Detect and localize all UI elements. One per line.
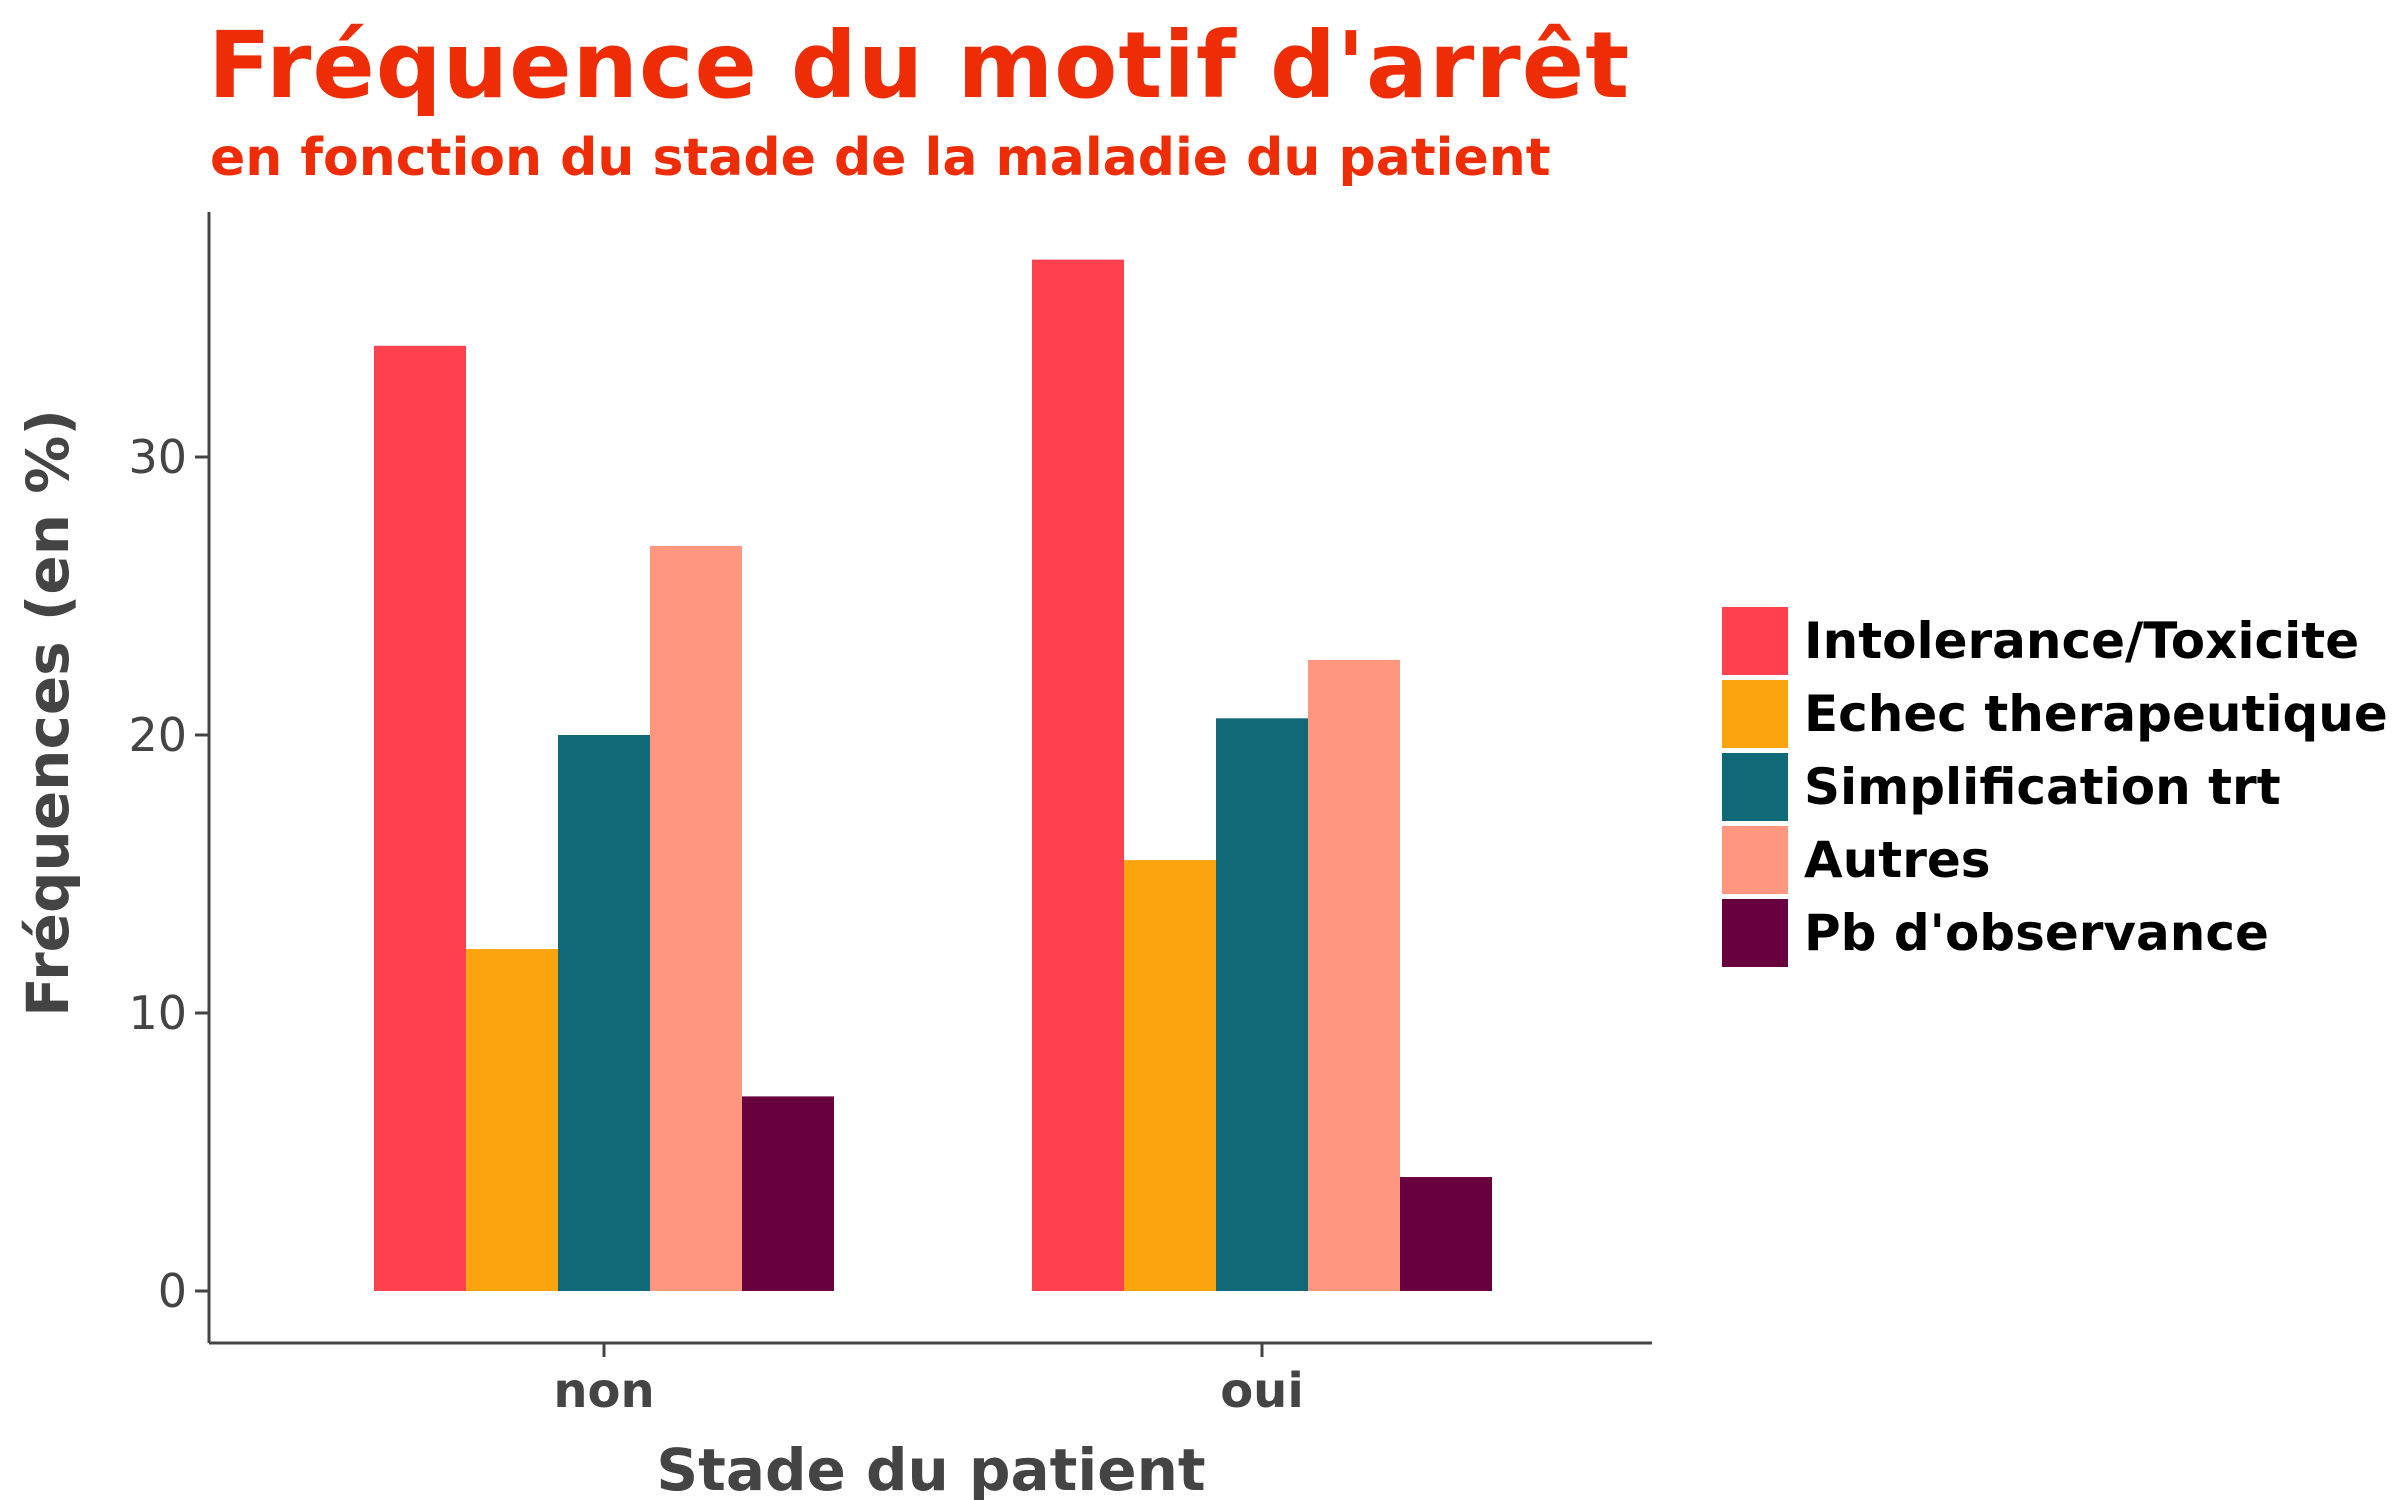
y-tick-label: 20 [128, 708, 187, 762]
legend-swatch [1722, 679, 1788, 748]
bar-oui-echec-therapeutique [1124, 860, 1216, 1291]
y-axis-title: Fréquences (en %) [14, 409, 82, 1017]
bar-non-intolerance-toxicite [374, 345, 466, 1291]
bar-non-autres [650, 545, 742, 1291]
legend-label: Simplification trt [1804, 757, 2281, 816]
y-tick-label: 10 [128, 986, 187, 1040]
y-ticks: 0 10 20 30 [128, 430, 209, 1318]
bar-oui-simplification-trt [1216, 718, 1308, 1291]
bar-oui-autres [1308, 659, 1400, 1291]
legend-swatch [1722, 606, 1788, 675]
x-ticks: non oui [553, 1343, 1304, 1419]
legend-item: Simplification trt [1722, 750, 2388, 823]
legend-label: Autres [1804, 830, 1991, 889]
legend-label: Echec therapeutique [1804, 684, 2388, 743]
legend-swatch [1722, 752, 1788, 821]
x-tick-label-oui: oui [1220, 1363, 1304, 1419]
bar-oui-pb-d-observance [1400, 1177, 1492, 1291]
legend-swatch [1722, 898, 1788, 967]
legend-label: Intolerance/Toxicite [1804, 611, 2360, 670]
x-axis-title: Stade du patient [656, 1436, 1205, 1500]
bar-oui-intolerance-toxicite [1032, 259, 1124, 1291]
y-tick-label: 0 [158, 1264, 187, 1318]
bar-non-echec-therapeutique [466, 949, 558, 1291]
legend-item: Echec therapeutique [1722, 677, 2388, 750]
chart-title: Fréquence du motif d'arrêt [208, 12, 1631, 119]
legend-label: Pb d'observance [1804, 903, 2269, 962]
legend-item: Intolerance/Toxicite [1722, 604, 2388, 677]
chart-subtitle: en fonction du stade de la maladie du pa… [210, 128, 1551, 188]
legend-item: Pb d'observance [1722, 896, 2388, 969]
legend-swatch [1722, 825, 1788, 894]
bar-non-simplification-trt [558, 735, 650, 1291]
bars-layer [374, 259, 1492, 1291]
x-tick-label-non: non [553, 1363, 654, 1419]
y-tick-label: 30 [128, 430, 187, 484]
bar-non-pb-d-observance [742, 1096, 834, 1291]
legend: Intolerance/Toxicite Echec therapeutique S… [1722, 604, 2388, 969]
legend-item: Autres [1722, 823, 2388, 896]
